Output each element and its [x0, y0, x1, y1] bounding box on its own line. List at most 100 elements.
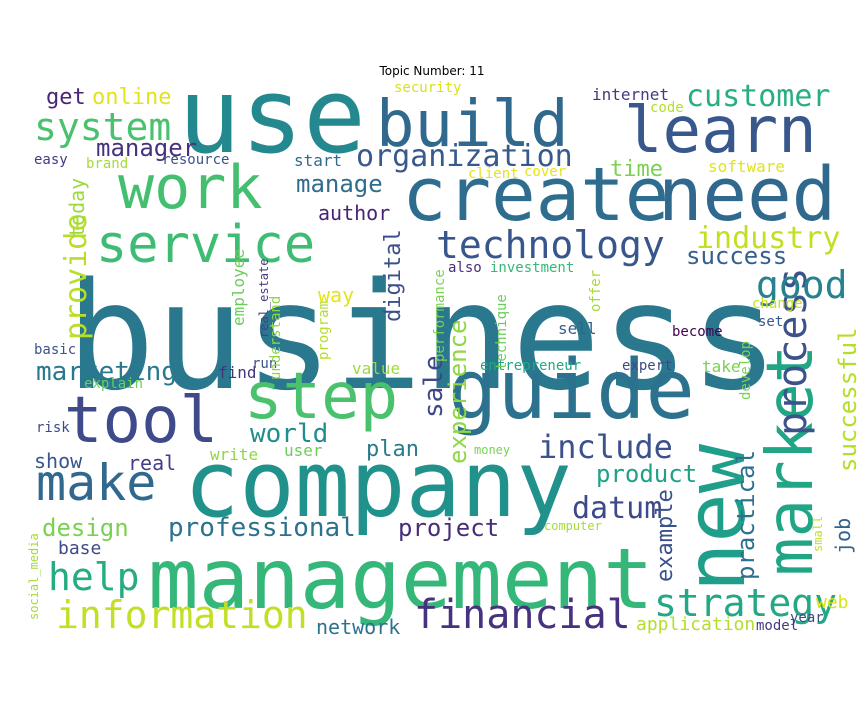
word-new: new [669, 443, 764, 592]
word-project: project [398, 514, 499, 542]
word-real-estate: real_estate [257, 259, 271, 338]
word-become: become [672, 324, 723, 340]
word-network: network [316, 615, 400, 639]
word-social-media: social_media [27, 533, 41, 620]
word-real: real [128, 451, 176, 475]
word-show: show [34, 449, 83, 473]
word-process: process [770, 267, 816, 436]
word-industry: industry [696, 221, 841, 256]
word-professional: professional [168, 513, 356, 543]
word-job: job [831, 518, 855, 554]
word-product: product [596, 460, 697, 488]
word-model: model [756, 618, 798, 634]
word-sale: sale [419, 355, 449, 418]
word-program: program [316, 301, 332, 360]
word-tool: tool [64, 384, 218, 458]
word-manager: manager [96, 134, 197, 162]
word-experience: experience [444, 320, 472, 465]
word-work: work [118, 153, 263, 223]
word-customer: customer [686, 79, 831, 114]
word-develop: develop [738, 341, 754, 400]
word-money: money [474, 443, 510, 457]
word-change: change [752, 296, 803, 312]
word-good: good [756, 263, 848, 307]
word-get: get [46, 85, 86, 110]
word-organization: organization [356, 139, 573, 174]
word-practical: practical [732, 450, 760, 580]
word-small: small [811, 516, 825, 552]
word-success: success [686, 242, 787, 270]
word-expert: expert [622, 358, 673, 374]
word-information: information [56, 593, 308, 637]
word-find: find [218, 363, 257, 382]
word-plan: plan [366, 437, 419, 462]
word-user: user [284, 441, 323, 460]
word-application: application [636, 614, 755, 635]
word-company: company [184, 431, 572, 538]
word-online: online [92, 85, 171, 110]
word-client: client [468, 166, 519, 182]
word-datum: datum [572, 491, 662, 526]
word-help: help [48, 555, 140, 599]
word-risk: risk [36, 420, 70, 436]
word-offer: offer [588, 270, 604, 312]
word-cover: cover [524, 164, 566, 180]
word-software: software [708, 157, 785, 176]
word-technique: technique [494, 294, 510, 370]
word-today: today [65, 178, 89, 238]
word-brand: brand [86, 156, 128, 172]
word-computer: computer [544, 519, 602, 533]
word-set: set [758, 314, 783, 330]
word-learn: learn [624, 94, 817, 168]
word-provide: provide [59, 214, 94, 340]
word-design: design [42, 514, 129, 542]
word-sell: sell [558, 319, 597, 338]
word-management: management [148, 530, 654, 628]
word-understand: understand [268, 296, 284, 380]
word-guide: guide [448, 343, 695, 438]
word-use: use [178, 55, 366, 177]
word-digital: digital [381, 229, 406, 322]
word-investment: investment [490, 260, 574, 276]
word-strategy: strategy [654, 581, 837, 625]
word-world: world [250, 419, 328, 449]
word-also: also [448, 260, 482, 276]
word-make: make [36, 454, 156, 512]
word-security: security [394, 80, 461, 96]
word-manage: manage [296, 170, 383, 198]
word-write: write [210, 445, 258, 464]
word-easy: easy [34, 152, 68, 168]
word-resource: resource [162, 152, 229, 168]
word-employee: employee [229, 249, 248, 326]
word-internet: internet [592, 85, 669, 104]
word-technology: technology [436, 223, 665, 267]
word-base: base [58, 538, 101, 559]
word-step: step [244, 360, 398, 434]
word-system: system [34, 105, 171, 149]
word-include: include [538, 428, 673, 466]
word-business: business [66, 251, 779, 423]
word-marketing: marketing [36, 357, 177, 387]
word-start: start [294, 151, 342, 170]
word-explain: explain [84, 376, 143, 392]
word-time: time [610, 157, 663, 182]
word-web: web [816, 592, 849, 613]
word-run: run [252, 356, 277, 372]
word-performance: performance [432, 269, 448, 362]
word-financial: financial [414, 592, 631, 638]
word-service: service [96, 215, 315, 275]
word-basic: basic [34, 342, 76, 358]
word-market: market [754, 345, 828, 576]
word-way: way [318, 283, 354, 307]
word-build: build [376, 88, 569, 162]
word-year: year [790, 610, 824, 626]
word-entrepreneur: entrepreneur [480, 358, 581, 374]
word-need: need [658, 152, 836, 238]
word-author: author [318, 201, 390, 225]
word-code: code [650, 100, 684, 116]
word-successful: successful [834, 328, 862, 473]
word-take: take [702, 357, 741, 376]
word-create: create [402, 152, 669, 238]
word-example: example [653, 489, 678, 582]
